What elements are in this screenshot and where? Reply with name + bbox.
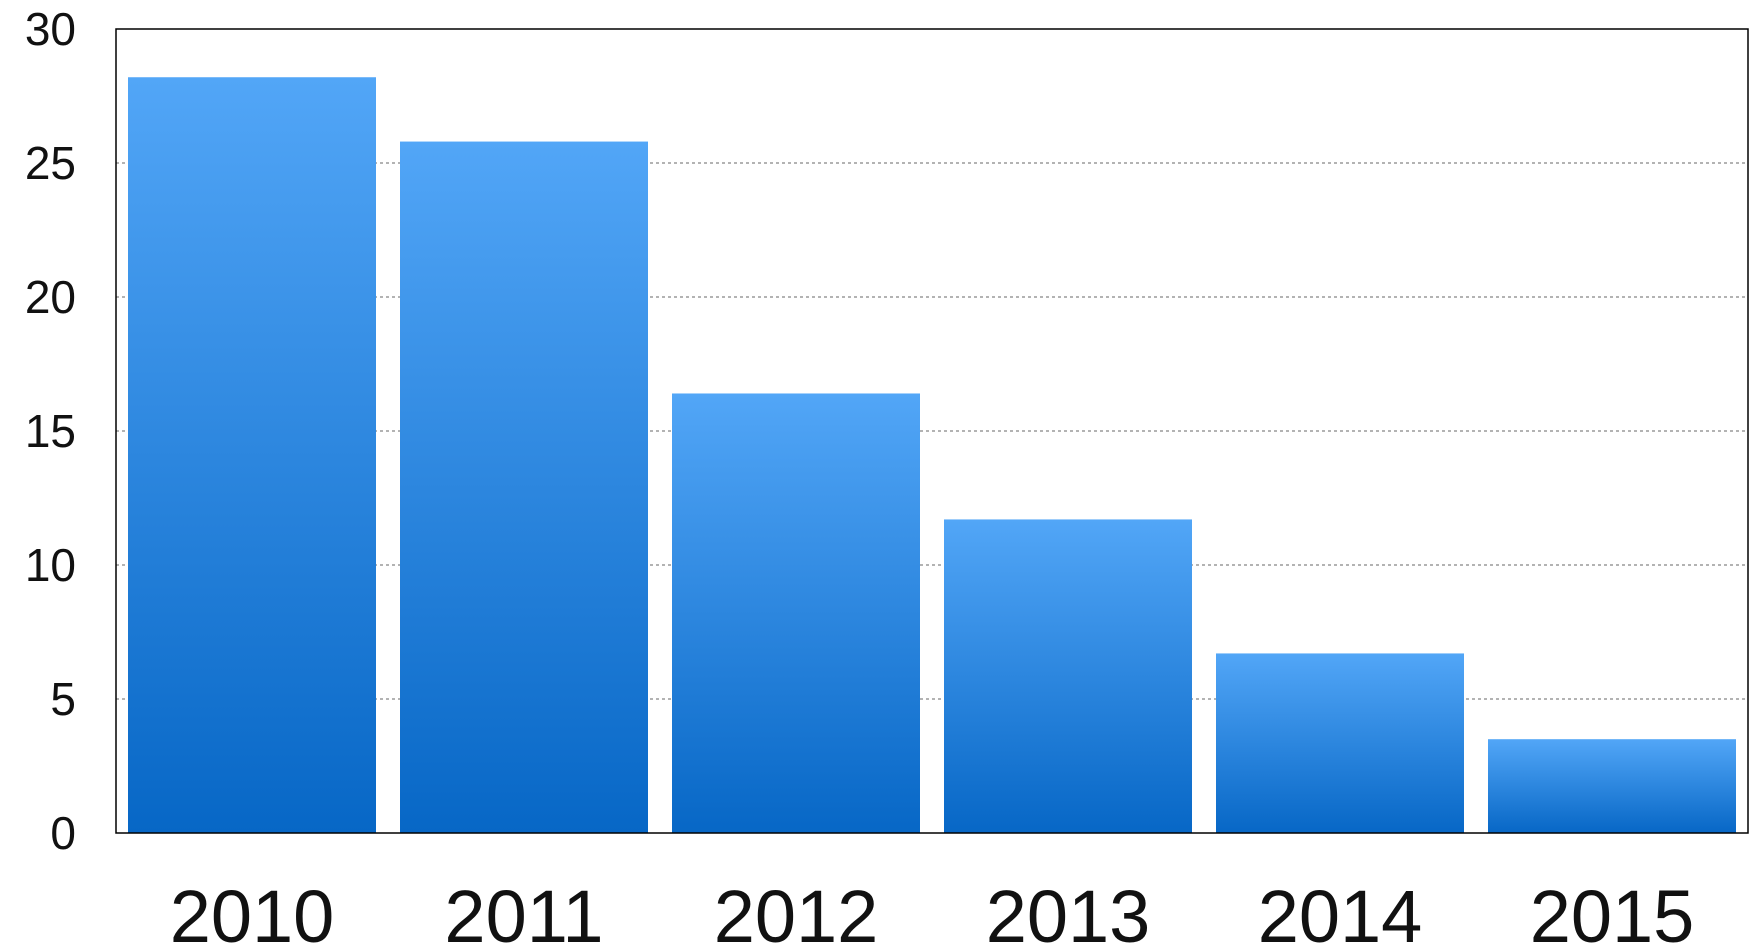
- bar-2013: [944, 519, 1192, 833]
- x-tick-label-2013: 2013: [986, 875, 1151, 948]
- x-tick-label-2015: 2015: [1530, 875, 1695, 948]
- bar-2015: [1488, 739, 1736, 833]
- x-tick-label-2010: 2010: [170, 875, 335, 948]
- bars: [128, 77, 1736, 834]
- y-tick-label-30: 30: [25, 3, 76, 55]
- y-tick-label-0: 0: [50, 807, 76, 859]
- bar-2014: [1216, 653, 1464, 833]
- bar-2011: [400, 141, 648, 833]
- grid-lines: [116, 162, 1748, 700]
- x-tick-label-2011: 2011: [444, 875, 603, 948]
- x-tick-label-2012: 2012: [714, 875, 879, 948]
- x-tick-label-2014: 2014: [1258, 875, 1423, 948]
- y-tick-label-5: 5: [50, 673, 76, 725]
- y-tick-label-20: 20: [25, 271, 76, 323]
- y-tick-label-25: 25: [25, 137, 76, 189]
- axes: [115, 28, 1749, 834]
- bar-2010: [128, 77, 376, 834]
- plot-frame: [115, 28, 1749, 834]
- x-axis-tick-labels: 2010 2011 2012 2013 2014 2015: [170, 875, 1695, 948]
- y-axis-tick-labels: 0 5 10 15 20 25 30: [25, 3, 76, 859]
- y-tick-label-10: 10: [25, 539, 76, 591]
- y-tick-label-15: 15: [25, 405, 76, 457]
- bar-2012: [672, 393, 920, 833]
